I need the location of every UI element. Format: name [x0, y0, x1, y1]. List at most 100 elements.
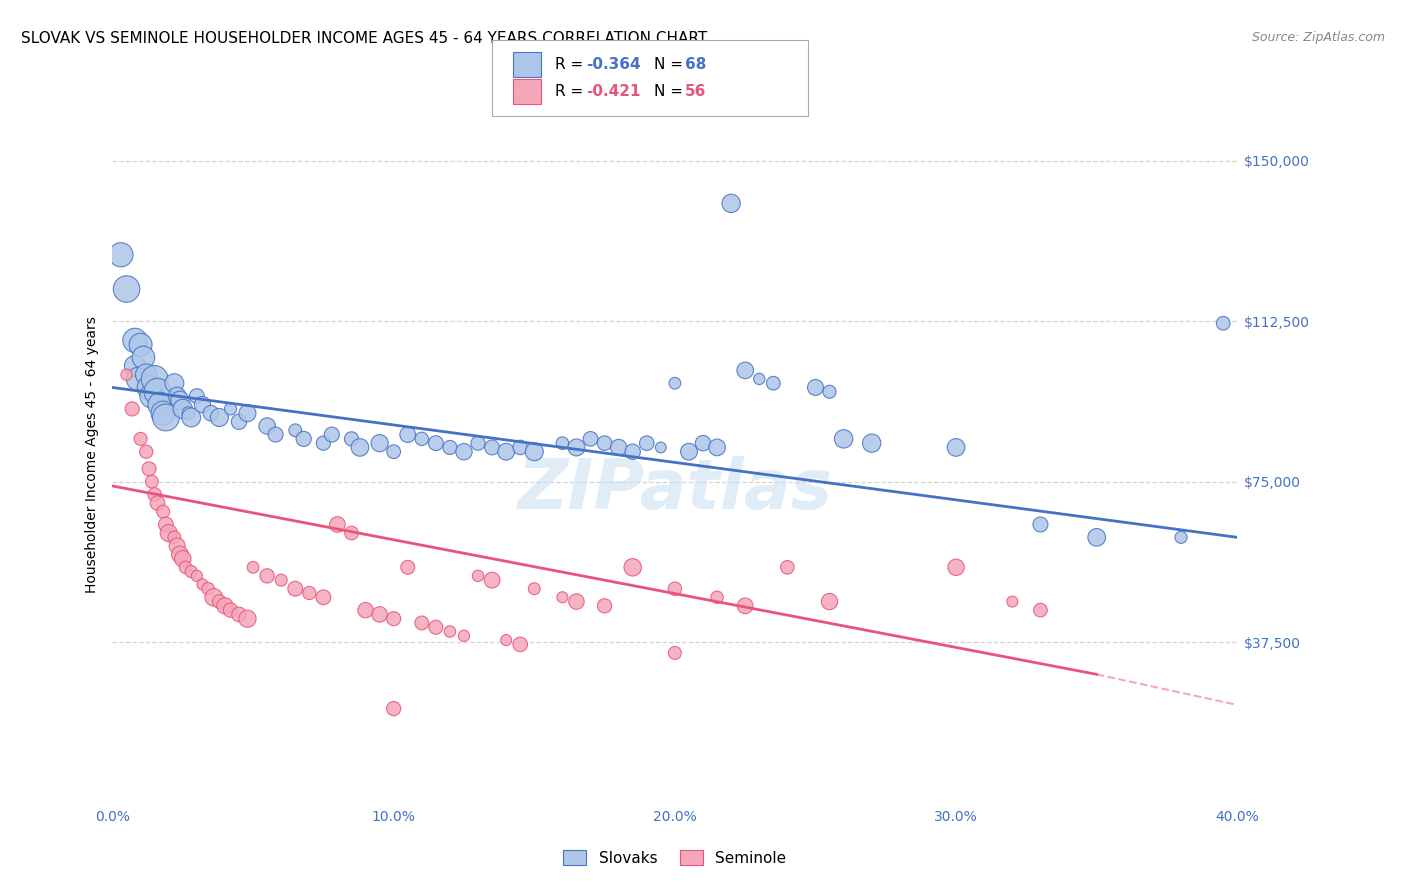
Point [135, 368, 157, 382]
Point [368, 607, 391, 622]
Text: -0.364: -0.364 [586, 57, 641, 71]
Point [411, 432, 433, 446]
Point [132, 351, 155, 365]
Text: N =: N = [654, 57, 688, 71]
Point [166, 539, 188, 553]
Point [425, 620, 447, 634]
Point [396, 427, 419, 442]
Point [1029, 603, 1052, 617]
Point [593, 599, 616, 613]
Point [1170, 530, 1192, 544]
Point [180, 410, 202, 425]
Point [163, 530, 186, 544]
Point [495, 633, 517, 648]
Point [748, 372, 770, 386]
Point [298, 586, 321, 600]
Point [146, 384, 169, 399]
Point [284, 582, 307, 596]
Point [664, 376, 686, 391]
Point [141, 389, 163, 403]
Point [321, 427, 343, 442]
Point [354, 603, 377, 617]
Point [523, 444, 546, 458]
Point [481, 573, 503, 587]
Point [169, 548, 191, 562]
Point [1029, 517, 1052, 532]
Point [551, 436, 574, 450]
Point [621, 444, 644, 458]
Point [264, 427, 287, 442]
Point [425, 436, 447, 450]
Point [155, 517, 177, 532]
Point [607, 441, 630, 455]
Point [197, 582, 219, 596]
Point [945, 560, 967, 574]
Point [1085, 530, 1108, 544]
Point [706, 441, 728, 455]
Point [219, 401, 242, 416]
Point [208, 410, 231, 425]
Text: Source: ZipAtlas.com: Source: ZipAtlas.com [1251, 31, 1385, 45]
Point [208, 594, 231, 608]
Point [621, 560, 644, 574]
Point [292, 432, 315, 446]
Point [1001, 594, 1024, 608]
Point [453, 444, 475, 458]
Point [720, 196, 742, 211]
Point [121, 401, 143, 416]
Point [1212, 316, 1234, 330]
Point [593, 436, 616, 450]
Point [172, 401, 194, 416]
Point [565, 594, 588, 608]
Point [214, 599, 236, 613]
Text: 56: 56 [685, 85, 706, 99]
Point [177, 406, 200, 420]
Point [146, 496, 169, 510]
Point [439, 441, 461, 455]
Point [110, 248, 132, 262]
Text: R =: R = [555, 57, 589, 71]
Point [152, 505, 174, 519]
Point [818, 594, 841, 608]
Point [115, 368, 138, 382]
Point [312, 436, 335, 450]
Point [138, 380, 160, 394]
Point [135, 444, 157, 458]
Point [174, 560, 197, 574]
Point [664, 646, 686, 660]
Point [326, 517, 349, 532]
Legend: Slovaks, Seminole: Slovaks, Seminole [557, 844, 793, 871]
Point [202, 591, 225, 605]
Point [163, 376, 186, 391]
Point [453, 629, 475, 643]
Point [678, 444, 700, 458]
Point [149, 398, 172, 412]
Point [312, 591, 335, 605]
Point [396, 560, 419, 574]
Point [382, 612, 405, 626]
Point [565, 441, 588, 455]
Point [340, 526, 363, 541]
Text: 68: 68 [685, 57, 706, 71]
Point [129, 337, 152, 351]
Point [382, 444, 405, 458]
Point [172, 551, 194, 566]
Point [776, 560, 799, 574]
Point [523, 582, 546, 596]
Point [509, 637, 531, 651]
Point [860, 436, 883, 450]
Point [166, 389, 188, 403]
Point [636, 436, 658, 450]
Point [256, 569, 278, 583]
Point [124, 359, 146, 373]
Text: N =: N = [654, 85, 688, 99]
Point [579, 432, 602, 446]
Point [439, 624, 461, 639]
Point [495, 444, 517, 458]
Point [734, 599, 756, 613]
Point [411, 615, 433, 630]
Point [256, 419, 278, 434]
Point [115, 282, 138, 296]
Point [191, 398, 214, 412]
Point [382, 701, 405, 715]
